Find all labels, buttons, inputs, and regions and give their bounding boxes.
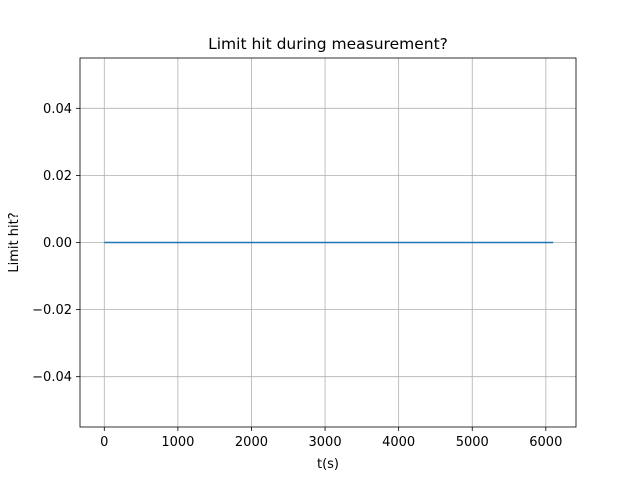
x-tick-label: 0 [100,435,108,450]
x-tick-label: 4000 [382,435,415,450]
y-tick-label: 0.04 [43,102,72,117]
y-tick-label: 0.02 [43,169,72,184]
x-tick-label: 1000 [161,435,194,450]
y-axis-label: Limit hit? [7,212,22,272]
y-tick-label: 0.00 [43,236,72,251]
x-axis-label: t(s) [317,457,339,472]
x-tick-label: 3000 [309,435,342,450]
x-tick-label: 6000 [529,435,562,450]
x-tick-label: 5000 [456,435,489,450]
y-tick-label: −0.02 [32,303,72,318]
chart-title: Limit hit during measurement? [208,35,448,53]
x-axis-ticks: 0 1000 2000 3000 4000 5000 6000 [100,427,562,450]
y-axis-ticks: −0.04 −0.02 0.00 0.02 0.04 [32,102,80,385]
x-tick-label: 2000 [235,435,268,450]
y-tick-label: −0.04 [32,370,72,385]
